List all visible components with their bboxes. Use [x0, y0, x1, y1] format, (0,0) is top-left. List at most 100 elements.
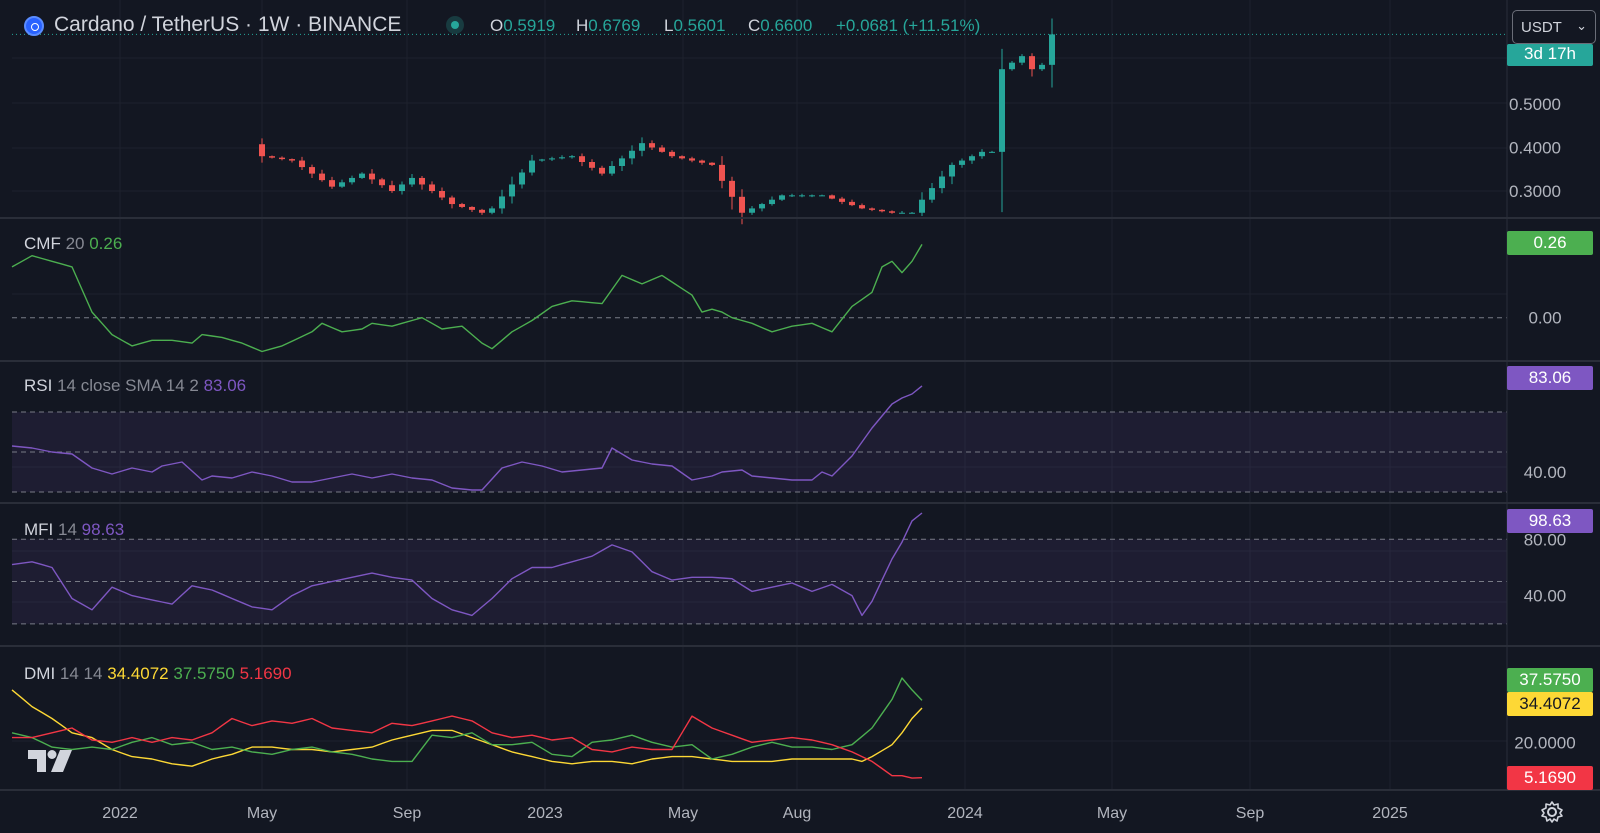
mfi-params: 14 — [58, 520, 77, 539]
candle-body — [439, 191, 445, 198]
candle-body — [359, 173, 365, 178]
candle-body — [1019, 56, 1025, 63]
candle-body — [589, 162, 595, 168]
dmi-minus-di-value: 5.1690 — [239, 664, 292, 683]
candle-body — [849, 201, 855, 206]
minus-di-value-tag: 5.1690 — [1507, 766, 1593, 790]
candle-body — [829, 195, 835, 199]
candle-body — [309, 167, 315, 174]
time-axis-tick-label: Sep — [1236, 805, 1265, 822]
candle-body — [429, 184, 435, 191]
candle-body — [489, 208, 495, 213]
plus-di-value-tag: 37.5750 — [1507, 668, 1593, 692]
grid-lines — [12, 0, 1507, 790]
candle-body — [669, 151, 675, 157]
candle-body — [419, 177, 425, 185]
indicator-series-line — [11, 512, 923, 617]
candle-body — [549, 158, 555, 160]
candle-body — [319, 173, 325, 181]
candle-body — [689, 158, 695, 161]
time-axis-tick-label: Aug — [783, 805, 811, 822]
candle-body — [909, 212, 915, 214]
mfi-value-tag: 98.63 — [1507, 509, 1593, 533]
rsi-name: RSI — [24, 376, 53, 395]
time-axis-tick-label: May — [1097, 805, 1127, 822]
candle-body — [779, 195, 785, 200]
candle-body — [819, 195, 825, 197]
candle-body — [409, 177, 415, 185]
candle-body — [329, 180, 335, 187]
candle-body — [399, 184, 405, 191]
indicator-series-line — [11, 244, 923, 353]
time-axis-tick-label: Sep — [393, 805, 422, 822]
ohlc-low-label: L — [664, 16, 674, 35]
price-axis-tick-label: 20.0000 — [1514, 733, 1575, 752]
cmf-legend[interactable]: CMF 20 0.26 — [24, 234, 122, 254]
cmf-value-tag: 0.26 — [1507, 231, 1593, 255]
dmi-legend[interactable]: DMI 14 14 34.4072 37.5750 5.1690 — [24, 664, 292, 684]
candle-body — [799, 195, 805, 197]
candle-body — [879, 209, 885, 212]
rsi-params: 14 close SMA 14 2 — [57, 376, 199, 395]
candle-body — [649, 143, 655, 148]
indicator-series-line — [11, 385, 923, 491]
cmf-value: 0.26 — [89, 234, 123, 253]
market-status-icon[interactable] — [446, 16, 464, 34]
candle-body — [299, 160, 305, 168]
price-axis-tick-label: 0.5000 — [1509, 95, 1561, 114]
price-axis-tick-label: 0.00 — [1528, 309, 1561, 328]
candle-body — [709, 162, 715, 165]
ohlc-open-value: 0.5919 — [503, 16, 556, 35]
rsi-value-tag: 83.06 — [1507, 366, 1593, 390]
candle-body — [949, 164, 955, 177]
candle-body — [289, 159, 295, 161]
cmf-name: CMF — [24, 234, 61, 253]
currency-selector[interactable]: USDT ⌄ — [1512, 10, 1596, 44]
candle-body — [969, 156, 975, 161]
ohlc-open: O0.5919 — [490, 16, 555, 36]
adx-value-tag: 34.4072 — [1507, 692, 1593, 716]
mfi-legend[interactable]: MFI 14 98.63 — [24, 520, 124, 540]
gear-icon[interactable] — [1540, 800, 1564, 824]
candle-body — [599, 167, 605, 174]
tradingview-logo-icon[interactable] — [28, 750, 72, 774]
dmi-plus-di-value: 37.5750 — [173, 664, 235, 683]
time-axis[interactable]: 2022 May Sep 2023 May Aug 2024 May Sep 2025 — [102, 805, 1408, 822]
candle-body — [1029, 56, 1035, 70]
chevron-down-icon: ⌄ — [1576, 18, 1587, 33]
candle-body — [889, 211, 895, 213]
candle-body — [499, 196, 505, 209]
candle-body — [729, 180, 735, 197]
candle-body — [679, 156, 685, 159]
ohlc-low: L0.5601 — [664, 16, 725, 36]
candle-body — [769, 199, 775, 205]
candle-body — [859, 205, 865, 209]
time-axis-tick-label: 2022 — [102, 805, 138, 822]
indicator-series-line — [11, 677, 923, 763]
candle-body — [959, 160, 965, 165]
ohlc-change-value: +0.0681 (+11.51%) — [836, 16, 981, 35]
candle-body — [279, 157, 285, 160]
ohlc-change: +0.0681 (+11.51%) — [836, 16, 980, 36]
dmi-adx-value: 34.4072 — [107, 664, 169, 683]
pane-separators[interactable] — [0, 0, 1600, 791]
ohlc-open-label: O — [490, 16, 504, 35]
candle-body — [639, 143, 645, 151]
dmi-params: 14 14 — [59, 664, 103, 683]
candle-body — [869, 208, 875, 210]
candle-body — [349, 177, 355, 183]
candle-body — [939, 176, 945, 189]
indicator-series-line — [12, 715, 923, 779]
price-axis[interactable]: 0.5000 0.4000 0.3000 0.00 40.00 80.00 40.00 20.… — [1509, 95, 1576, 752]
ohlc-close-label: C — [748, 16, 761, 35]
currency-label: USDT — [1521, 19, 1562, 36]
candle-body — [809, 195, 815, 197]
time-axis-tick-label: May — [668, 805, 698, 822]
symbol-title[interactable]: Cardano / TetherUS · 1W · BINANCE — [54, 13, 402, 36]
candle-body — [699, 160, 705, 163]
rsi-legend[interactable]: RSI 14 close SMA 14 2 83.06 — [24, 376, 246, 396]
candle-body — [919, 199, 925, 213]
candle-body — [569, 156, 575, 158]
